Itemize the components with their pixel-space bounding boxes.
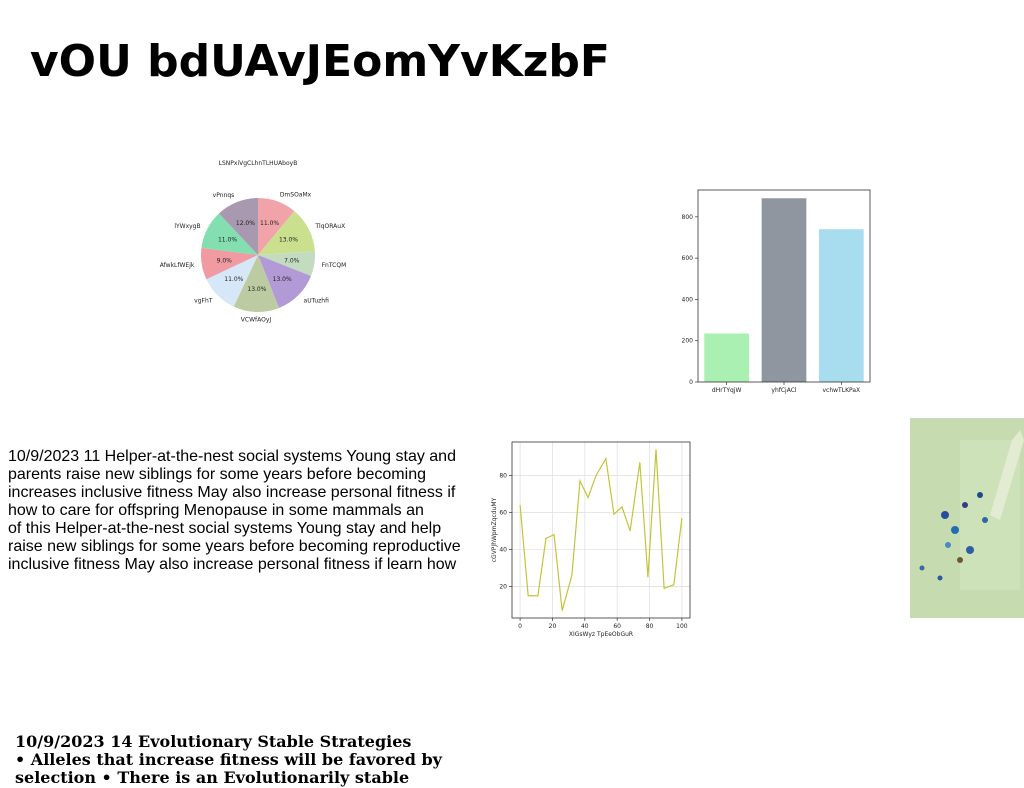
y-tick-label: 20 — [499, 584, 507, 591]
category-label: DmSOaMx — [280, 191, 312, 198]
x-tick-label: 0 — [518, 623, 522, 630]
pie-slice — [258, 251, 315, 276]
category-label: FnTCQM — [322, 262, 347, 269]
paragraph-line: inclusive fitness May also increase pers… — [8, 556, 457, 573]
y-tick-label: 600 — [682, 255, 694, 262]
category-label: lYWxygB — [174, 223, 200, 230]
y-tick-label: 80 — [499, 472, 507, 479]
y-axis-label: cGVPJhWpmZqcduMY — [491, 497, 498, 562]
paragraph-line: how to care for offspring Menopause in s… — [8, 502, 424, 519]
pie-slice — [233, 255, 279, 312]
x-tick-label: 60 — [613, 623, 621, 630]
pie-slice — [201, 213, 258, 255]
chart-title: LSNPxiVgCLhnTLHUAboyB — [219, 160, 298, 167]
category-label: VCWfAOyJ — [241, 316, 272, 323]
x-tick-label: 20 — [549, 623, 557, 630]
y-tick-label: 0 — [689, 379, 693, 386]
x-tick-label: vchwTLKPaX — [823, 387, 861, 394]
footer-line: selection • There is an Evolutionarily s… — [15, 768, 409, 787]
y-tick-label: 800 — [682, 214, 694, 221]
pie-slice — [218, 198, 258, 255]
category-label: vgFhT — [194, 298, 213, 305]
footer-line: 10/9/2023 14 Evolutionary Stable Strateg… — [15, 732, 411, 751]
pie-slice — [258, 255, 311, 308]
paragraph-line: increases inclusive fitness May also inc… — [8, 484, 456, 501]
x-tick-label: 40 — [581, 623, 589, 630]
x-tick-label: 100 — [676, 623, 688, 630]
slice-label: 13.0% — [279, 236, 298, 243]
slice-label: 9.0% — [217, 257, 233, 264]
paragraph-line: 10/9/2023 11 Helper-at-the-nest social s… — [8, 448, 456, 465]
bar — [818, 229, 864, 382]
category-label: aUTuzhfi — [304, 298, 330, 305]
plot-frame — [697, 189, 871, 383]
pie-slice — [206, 255, 258, 307]
data-line — [519, 449, 683, 611]
slice-label: 7.0% — [284, 257, 300, 264]
x-tick-label: dHrTYqjW — [712, 387, 742, 394]
slice-label: 13.0% — [273, 276, 292, 283]
category-label: AfwkLfWEjk — [160, 262, 195, 269]
pie-slice — [258, 211, 315, 255]
slice-label: 12.0% — [236, 220, 255, 227]
paragraph-line: raise new siblings for some years before… — [8, 538, 461, 555]
paragraph-line: parents raise new siblings for some year… — [8, 466, 426, 483]
slice-label: 11.0% — [224, 276, 243, 283]
y-tick-label: 200 — [682, 338, 694, 345]
category-label: vPnnqs — [213, 192, 235, 199]
x-axis-label: XIGsWyz TpEeObGuR — [569, 631, 633, 638]
page-title: vOU bdUAvJEomYvKzbF — [30, 36, 610, 87]
y-tick-label: 40 — [499, 546, 507, 553]
category-label: TlqORAuX — [314, 223, 345, 230]
footer-line: • Alleles that increase fitness will be … — [15, 750, 443, 769]
y-tick-label: 400 — [682, 296, 694, 303]
x-tick-label: 80 — [646, 623, 654, 630]
slice-label: 11.0% — [218, 236, 237, 243]
paragraph-line: of this Helper-at-the-nest social system… — [8, 520, 441, 537]
bar — [704, 333, 750, 382]
y-tick-label: 60 — [499, 509, 507, 516]
bar — [761, 198, 807, 382]
slice-label: 11.0% — [260, 220, 279, 227]
plot-frame — [511, 441, 691, 619]
x-tick-label: yhfCjACl — [771, 387, 797, 394]
photo — [910, 418, 1024, 618]
pie-slice — [201, 247, 258, 280]
slice-label: 13.0% — [247, 286, 266, 293]
pie-slice — [258, 198, 295, 255]
